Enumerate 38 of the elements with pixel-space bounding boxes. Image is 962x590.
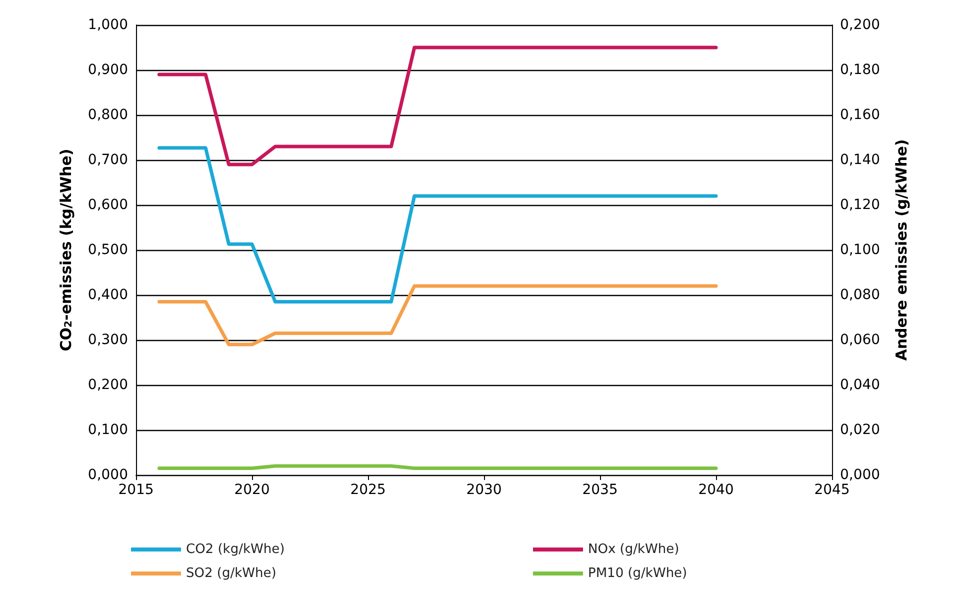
y2-tick-label: 0,160 [840, 107, 880, 123]
legend-label: PM10 (g/kWhe) [588, 566, 688, 581]
x-tick-label: 2045 [814, 482, 850, 498]
y-tick-label: 0,000 [88, 467, 128, 483]
y2-tick-label: 0,000 [840, 467, 880, 483]
y-tick-label: 0,200 [88, 377, 128, 393]
y-tick-label: 0,100 [88, 422, 128, 438]
y-axis-title: CO2-emissies (kg/kWhe) [57, 148, 75, 352]
x-tick-label: 2030 [466, 482, 502, 498]
y-tick-label: 0,800 [88, 107, 128, 123]
y2-tick-label: 0,200 [840, 17, 880, 33]
y-tick-label: 0,400 [88, 287, 128, 303]
y2-tick-label: 0,060 [840, 332, 880, 348]
line-series [157, 146, 718, 304]
y-tick-label: 0,700 [88, 152, 128, 168]
y-tick-label: 0,600 [88, 197, 128, 213]
x-tick-label: 2035 [582, 482, 618, 498]
y2-tick-label: 0,140 [840, 152, 880, 168]
x-tick-label: 2020 [234, 482, 270, 498]
y-tick-label: 1,000 [88, 17, 128, 33]
x-tick-label: 2040 [698, 482, 734, 498]
legend-label: SO2 (g/kWhe) [186, 566, 276, 581]
y-tick-label: 0,900 [88, 62, 128, 78]
y2-tick-label: 0,040 [840, 377, 880, 393]
x-tick-label: 2025 [350, 482, 386, 498]
y2-tick-label: 0,080 [840, 287, 880, 303]
y-tick-label: 0,500 [88, 242, 128, 258]
y2-tick-label: 0,100 [840, 242, 880, 258]
y2-tick-label: 0,120 [840, 197, 880, 213]
y2-axis-title: Andere emissies (g/kWhe) [892, 139, 910, 361]
line-series [157, 284, 718, 346]
y-tick-label: 0,300 [88, 332, 128, 348]
line-series [157, 46, 718, 166]
x-tick-label: 2015 [118, 482, 154, 498]
legend-label: CO2 (kg/kWhe) [186, 542, 285, 557]
legend-label: NOx (g/kWhe) [588, 542, 680, 557]
y2-tick-label: 0,020 [840, 422, 880, 438]
y2-tick-label: 0,180 [840, 62, 880, 78]
